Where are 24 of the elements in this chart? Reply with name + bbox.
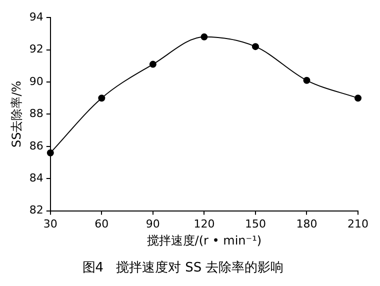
point xyxy=(98,94,106,102)
y-axis-title: SS去除率/% xyxy=(9,80,24,148)
y-tick-label: 82 xyxy=(29,204,44,217)
y-tick-label: 92 xyxy=(29,42,44,56)
point xyxy=(149,60,156,68)
x-tick-label: 60 xyxy=(94,217,109,230)
y-tick-label: 84 xyxy=(29,171,44,184)
point xyxy=(252,43,259,50)
x-axis-title: 搅拌速度/(r • min⁻¹) xyxy=(146,233,262,248)
y-tick-label: 90 xyxy=(29,74,44,88)
point xyxy=(354,94,362,102)
x-tick-label: 30 xyxy=(43,217,58,230)
x-tick-label: 180 xyxy=(296,217,318,230)
x-tick-label: 90 xyxy=(146,217,160,230)
y-tick-label: 94 xyxy=(29,10,44,24)
point xyxy=(200,33,208,40)
point xyxy=(303,76,310,84)
y-tick-label: 88 xyxy=(29,107,44,120)
x-tick-label: 150 xyxy=(244,217,266,230)
x-tick-label: 120 xyxy=(194,217,215,230)
y-tick-label: 86 xyxy=(29,139,44,152)
x-tick-label: 210 xyxy=(348,217,368,230)
point xyxy=(46,149,54,156)
text: 图4 搅拌速度对 SS 去除率的影响 xyxy=(82,260,284,276)
